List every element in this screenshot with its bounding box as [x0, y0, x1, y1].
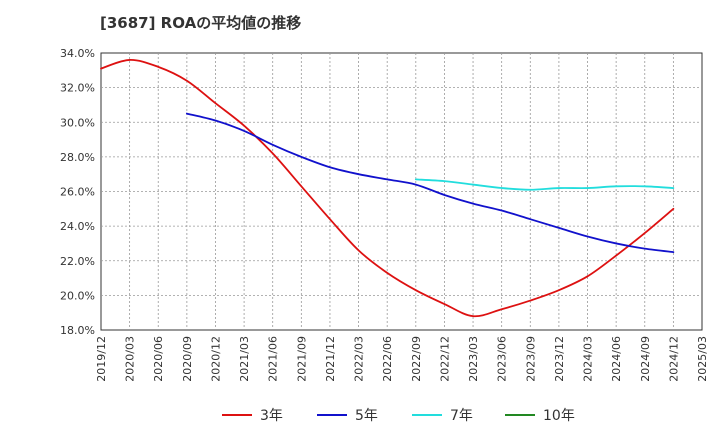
x-tick-label: 2022/09: [410, 336, 423, 382]
x-tick-label: 2021/03: [238, 336, 251, 382]
legend-label-10y: 10年: [543, 408, 575, 424]
y-tick-label: 28.0%: [60, 151, 95, 164]
x-tick-label: 2023/12: [553, 336, 566, 382]
x-tick-label: 2024/06: [610, 336, 623, 382]
x-tick-label: 2022/03: [353, 336, 366, 382]
x-tick-label: 2019/12: [95, 336, 108, 382]
legend-label-3y: 3年: [260, 408, 283, 424]
x-tick-label: 2024/03: [582, 336, 595, 382]
y-tick-label: 22.0%: [60, 255, 95, 268]
x-tick-label: 2021/09: [295, 336, 308, 382]
legend-swatch-7y: [412, 414, 442, 416]
x-tick-label: 2023/03: [467, 336, 480, 382]
legend-swatch-10y: [505, 414, 535, 416]
legend: 3年 5年 7年 10年: [0, 402, 720, 428]
x-axis-tick-labels: 2019/12 2020/03 2020/06 2020/09 2020/12 2021/…: [95, 336, 709, 382]
legend-label-5y: 5年: [355, 408, 378, 424]
y-tick-label: 30.0%: [60, 116, 95, 129]
legend-item-3y: 3年: [222, 402, 283, 428]
y-tick-label: 20.0%: [60, 289, 95, 302]
chart-title: [3687] ROAの平均値の推移: [100, 14, 302, 32]
y-tick-label: 32.0%: [60, 82, 95, 95]
x-tick-label: 2025/03: [696, 336, 709, 382]
y-tick-label: 18.0%: [60, 324, 95, 337]
x-tick-label: 2020/09: [181, 336, 194, 382]
legend-item-7y: 7年: [412, 402, 473, 428]
x-tick-label: 2024/09: [639, 336, 652, 382]
series-line-5y: [185, 112, 675, 253]
x-tick-label: 2020/06: [152, 336, 165, 382]
x-tick-label: 2024/12: [667, 336, 680, 382]
y-axis-tick-labels: 18.0% 20.0% 22.0% 24.0% 26.0% 28.0% 30.0% 32.0%…: [60, 47, 95, 337]
series-line-3y: [100, 59, 675, 318]
x-tick-label: 2022/06: [381, 336, 394, 382]
grid-lines: [101, 53, 702, 330]
x-tick-label: 2021/06: [267, 336, 280, 382]
x-tick-label: 2021/12: [324, 336, 337, 382]
series-line-7y: [414, 178, 675, 191]
line-chart: 18.0% 20.0% 22.0% 24.0% 26.0% 28.0% 30.0% 32.0%…: [60, 47, 709, 382]
y-tick-label: 26.0%: [60, 186, 95, 199]
y-tick-label: 24.0%: [60, 220, 95, 233]
x-tick-label: 2023/09: [524, 336, 537, 382]
legend-swatch-5y: [317, 414, 347, 416]
x-tick-label: 2023/06: [496, 336, 509, 382]
legend-swatch-3y: [222, 414, 252, 416]
x-tick-label: 2020/12: [209, 336, 222, 382]
legend-label-7y: 7年: [450, 408, 473, 424]
legend-item-10y: 10年: [505, 402, 575, 428]
x-tick-label: 2022/12: [438, 336, 451, 382]
legend-item-5y: 5年: [317, 402, 378, 428]
x-tick-label: 2020/03: [124, 336, 137, 382]
y-tick-label: 34.0%: [60, 47, 95, 60]
series-lines: [100, 59, 675, 318]
